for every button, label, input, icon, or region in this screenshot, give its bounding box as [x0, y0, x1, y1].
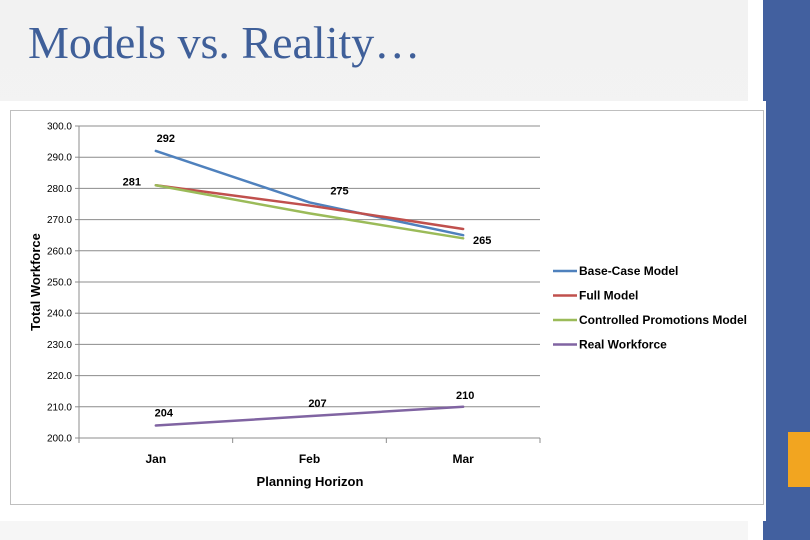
- x-tick-label: Jan: [145, 452, 166, 466]
- y-tick-label: 290.0: [47, 153, 72, 164]
- y-tick-label: 230.0: [47, 340, 72, 351]
- series-line: [154, 405, 465, 427]
- legend-entry: Full Model: [579, 289, 638, 303]
- data-label: 292: [157, 133, 175, 145]
- data-label: 265: [473, 235, 491, 247]
- data-label: 207: [308, 398, 326, 410]
- legend-entry: Base-Case Model: [579, 264, 678, 278]
- data-label: 275: [330, 185, 348, 197]
- y-tick-label: 270.0: [47, 215, 72, 226]
- y-tick-label: 250.0: [47, 278, 72, 289]
- x-tick-label: Mar: [452, 452, 474, 466]
- legend-entry: Controlled Promotions Model: [579, 313, 747, 327]
- y-tick-label: 220.0: [47, 371, 72, 382]
- data-label: 281: [123, 176, 141, 188]
- y-tick-label: 200.0: [47, 434, 72, 445]
- data-label: 210: [456, 390, 474, 402]
- legend: Base-Case Model Full Model Controlled Prom…: [553, 264, 747, 352]
- y-tick-label: 260.0: [47, 246, 72, 257]
- axes: Total Workforce Planning Horizon 200.0 21…: [28, 122, 541, 489]
- x-axis-title: Planning Horizon: [257, 474, 364, 489]
- y-tick-label: 280.0: [47, 184, 72, 195]
- chart-frame: [10, 110, 764, 505]
- slide-title: Models vs. Reality…: [28, 17, 421, 68]
- side-accent-orange: [788, 432, 810, 487]
- x-tick-label: Feb: [299, 452, 320, 466]
- series-line: [154, 184, 465, 240]
- series-lines: [154, 149, 465, 427]
- series-line: [154, 149, 465, 237]
- legend-entry: Real Workforce: [579, 338, 667, 352]
- y-tick-label: 240.0: [47, 309, 72, 320]
- series-line: [154, 184, 465, 231]
- data-label: 204: [155, 408, 174, 420]
- data-labels: 292 281 275 265 204 207 210: [123, 133, 492, 420]
- y-tick-label: 210.0: [47, 402, 72, 413]
- y-axis-title: Total Workforce: [28, 233, 43, 331]
- y-tick-label: 300.0: [47, 122, 72, 133]
